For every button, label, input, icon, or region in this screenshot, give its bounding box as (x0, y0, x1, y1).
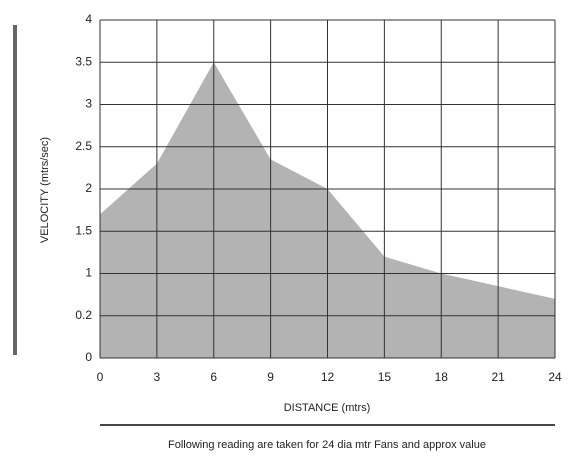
y-tick-label: 2.5 (75, 139, 92, 153)
y-tick-label: 2 (85, 181, 92, 195)
y-tick-label: 0.2 (75, 308, 92, 322)
x-tick-label: 21 (491, 370, 505, 384)
footnote: Following reading are taken for 24 dia m… (168, 439, 486, 451)
y-tick-label: 4 (85, 12, 92, 26)
x-tick-label: 6 (210, 370, 217, 384)
x-axis-label: DISTANCE (mtrs) (284, 402, 371, 414)
x-tick-label: 9 (267, 370, 274, 384)
y-tick-label: 0 (85, 350, 92, 364)
x-tick-label: 24 (548, 370, 562, 384)
x-tick-label: 0 (97, 370, 104, 384)
side-bar (13, 25, 17, 355)
y-axis-label: VELOCITY (mtrs/sec) (39, 137, 51, 243)
y-tick-label: 1 (85, 266, 92, 280)
x-tick-label: 3 (154, 370, 161, 384)
x-tick-label: 18 (435, 370, 449, 384)
y-tick-label: 1.5 (75, 223, 92, 237)
x-tick-label: 15 (378, 370, 392, 384)
y-tick-label: 3.5 (75, 54, 92, 68)
x-tick-label: 12 (321, 370, 335, 384)
y-tick-label: 3 (85, 97, 92, 111)
